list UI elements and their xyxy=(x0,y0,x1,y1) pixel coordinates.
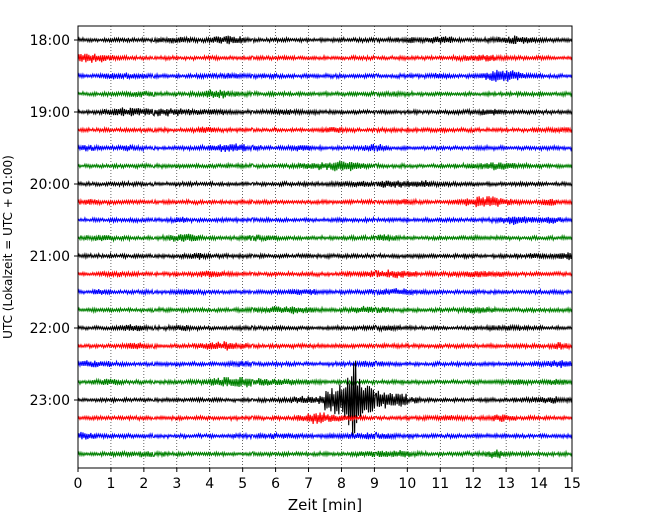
y-tick-label-18:00: 18:00 xyxy=(30,33,70,49)
trace-19 xyxy=(77,376,573,388)
trace-12 xyxy=(77,251,573,261)
trace-6 xyxy=(77,143,573,153)
x-tick-label-4: 4 xyxy=(205,476,214,492)
trace-group xyxy=(77,35,573,459)
x-tick-label-0: 0 xyxy=(74,476,83,492)
x-tick-label-15: 15 xyxy=(563,476,581,492)
x-tick-label-2: 2 xyxy=(139,476,148,492)
x-tick-label-9: 9 xyxy=(370,476,379,492)
y-tick-label-19:00: 19:00 xyxy=(30,105,70,121)
x-tick-label-14: 14 xyxy=(530,476,548,492)
x-tick-label-7: 7 xyxy=(304,476,313,492)
trace-18 xyxy=(77,359,573,369)
y-tick-label-21:00: 21:00 xyxy=(30,249,70,265)
plot-frame xyxy=(77,25,573,469)
trace-15 xyxy=(77,305,573,315)
trace-14 xyxy=(77,287,573,297)
trace-22 xyxy=(77,431,573,441)
trace-8 xyxy=(77,179,573,189)
y-axis: 18:00 19:00 20:00 21:00 22:00 23:00 xyxy=(30,33,78,409)
y-tick-label-23:00: 23:00 xyxy=(30,393,70,409)
trace-4 xyxy=(77,107,573,117)
trace-0 xyxy=(77,35,573,45)
x-tick-label-10: 10 xyxy=(398,476,416,492)
trace-1 xyxy=(77,53,573,63)
trace-16 xyxy=(77,323,573,333)
trace-5 xyxy=(77,125,573,135)
y-tick-label-20:00: 20:00 xyxy=(30,177,70,193)
x-axis: 0 1 2 3 4 5 6 7 8 9 10 11 12 13 14 15 xyxy=(74,468,581,492)
x-tick-label-13: 13 xyxy=(497,476,515,492)
trace-10 xyxy=(77,215,573,225)
x-tick-label-12: 12 xyxy=(464,476,482,492)
trace-3 xyxy=(77,89,573,99)
x-axis-label: Zeit [min] xyxy=(288,496,362,514)
trace-2 xyxy=(77,69,573,82)
trace-13 xyxy=(77,269,573,279)
x-tick-label-3: 3 xyxy=(172,476,181,492)
trace-23 xyxy=(77,449,573,459)
y-axis-label: UTC (Lokalzeit = UTC + 01:00) xyxy=(1,155,15,339)
trace-17 xyxy=(77,341,573,351)
trace-20 xyxy=(77,360,573,436)
y-tick-label-22:00: 22:00 xyxy=(30,321,70,337)
x-tick-label-11: 11 xyxy=(431,476,449,492)
x-tick-label-1: 1 xyxy=(106,476,115,492)
trace-11 xyxy=(77,233,573,243)
trace-9 xyxy=(77,196,573,208)
trace-21 xyxy=(77,412,573,425)
x-tick-label-6: 6 xyxy=(271,476,280,492)
x-tick-label-8: 8 xyxy=(337,476,346,492)
trace-7 xyxy=(77,160,573,172)
x-tick-label-5: 5 xyxy=(238,476,247,492)
